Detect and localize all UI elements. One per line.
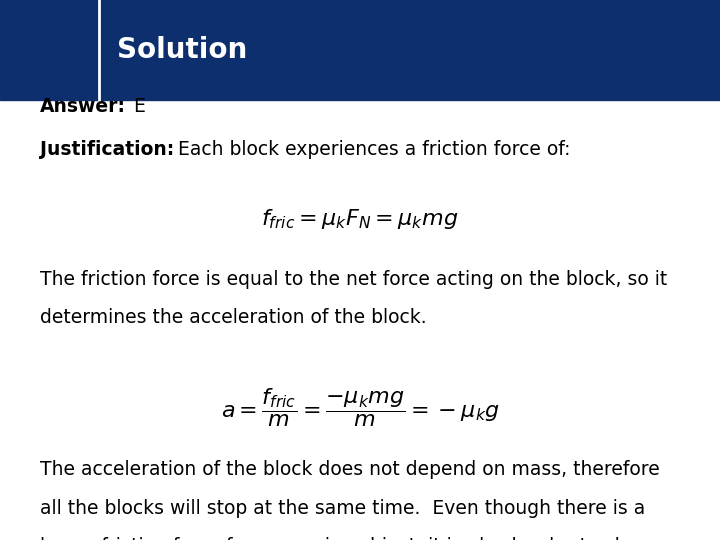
Text: determines the acceleration of the block.: determines the acceleration of the block…	[40, 308, 426, 327]
Text: E: E	[122, 97, 146, 116]
Text: Solution: Solution	[117, 36, 248, 64]
Text: $a = \dfrac{f_{\mathit{fric}}}{m} = \dfrac{-\mu_k mg}{m} = -\mu_k g$: $a = \dfrac{f_{\mathit{fric}}}{m} = \dfr…	[220, 387, 500, 429]
Text: Each block experiences a friction force of:: Each block experiences a friction force …	[166, 140, 570, 159]
Bar	[0, 0, 720, 100]
Text: The acceleration of the block does not depend on mass, therefore: The acceleration of the block does not d…	[40, 460, 660, 478]
Text: Justification:: Justification:	[40, 140, 174, 159]
Text: $f_{\mathit{fric}} = \mu_k F_N = \mu_k mg$: $f_{\mathit{fric}} = \mu_k F_N = \mu_k m…	[261, 207, 459, 232]
Text: Answer:: Answer:	[40, 97, 125, 116]
Text: The friction force is equal to the net force acting on the block, so it: The friction force is equal to the net f…	[40, 269, 667, 288]
Text: all the blocks will stop at the same time.  Even though there is a: all the blocks will stop at the same tim…	[40, 498, 645, 517]
Text: larger friction force for a massive object, it is also harder to change: larger friction force for a massive obje…	[40, 537, 673, 540]
